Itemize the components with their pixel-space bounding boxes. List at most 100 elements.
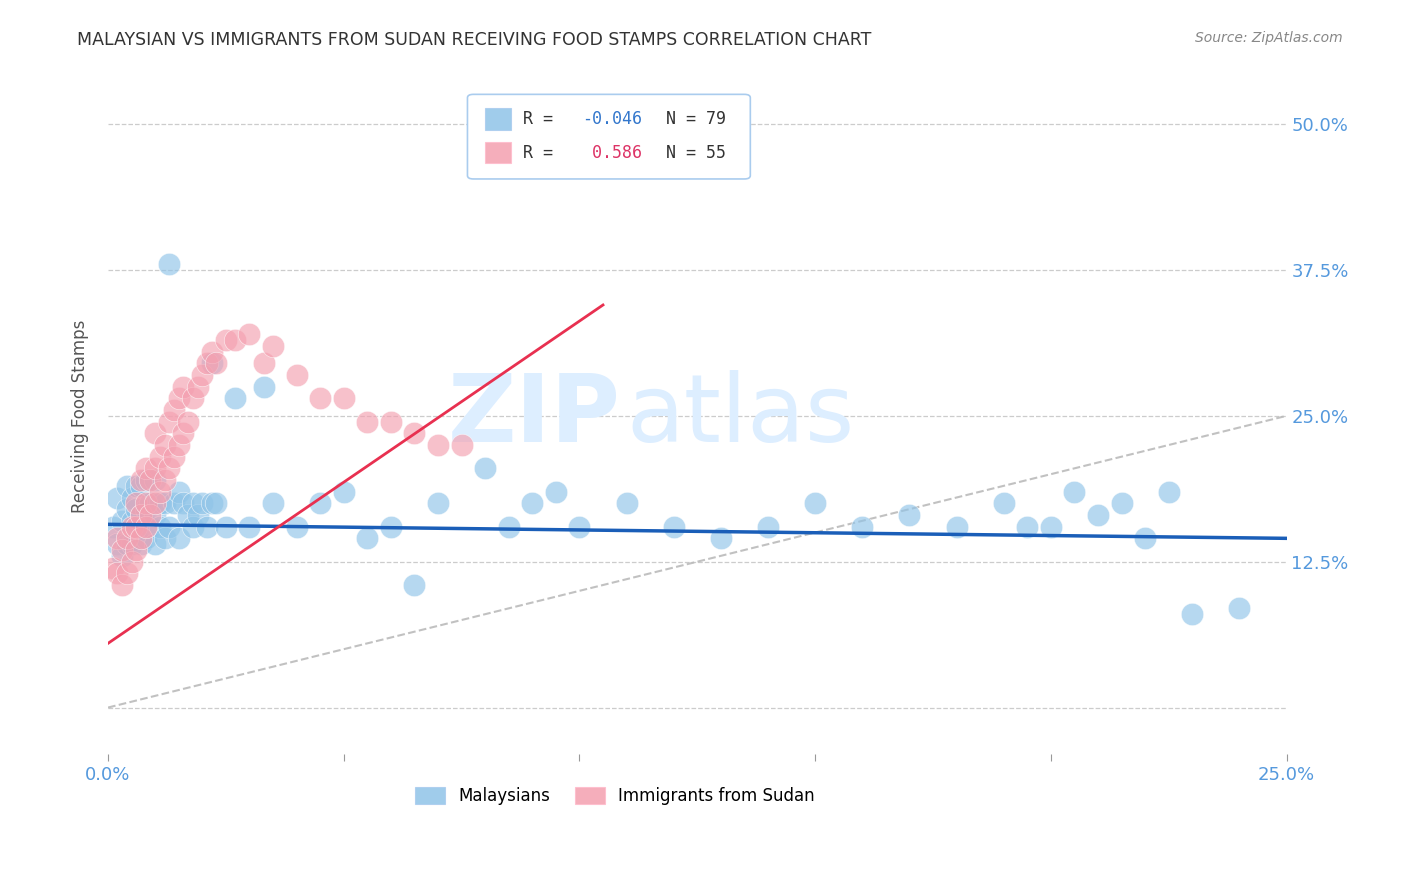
Malaysians	[139, 496, 162, 510]
Immigrants from Sudan	[262, 339, 284, 353]
Immigrants from Sudan	[380, 415, 402, 429]
Malaysians	[121, 514, 143, 528]
Immigrants from Sudan	[107, 532, 129, 546]
Immigrants from Sudan	[356, 415, 378, 429]
Immigrants from Sudan	[135, 461, 157, 475]
Text: MALAYSIAN VS IMMIGRANTS FROM SUDAN RECEIVING FOOD STAMPS CORRELATION CHART: MALAYSIAN VS IMMIGRANTS FROM SUDAN RECEI…	[77, 31, 872, 49]
Malaysians	[101, 519, 124, 533]
Malaysians	[804, 496, 827, 510]
Malaysians	[163, 496, 186, 510]
Malaysians	[181, 519, 204, 533]
Malaysians	[115, 537, 138, 551]
Malaysians	[167, 484, 190, 499]
Immigrants from Sudan	[125, 519, 148, 533]
Malaysians	[1017, 519, 1039, 533]
Y-axis label: Receiving Food Stamps: Receiving Food Stamps	[72, 319, 89, 513]
Malaysians	[1111, 496, 1133, 510]
Malaysians	[522, 496, 544, 510]
Immigrants from Sudan	[195, 356, 218, 370]
Malaysians	[129, 479, 152, 493]
Immigrants from Sudan	[181, 392, 204, 406]
Malaysians	[262, 496, 284, 510]
Malaysians	[129, 537, 152, 551]
Immigrants from Sudan	[107, 566, 129, 581]
Malaysians	[129, 508, 152, 522]
Malaysians	[332, 484, 354, 499]
Malaysians	[143, 537, 166, 551]
Malaysians	[121, 491, 143, 505]
Immigrants from Sudan	[427, 438, 450, 452]
Malaysians	[111, 514, 134, 528]
Malaysians	[544, 484, 567, 499]
Immigrants from Sudan	[149, 484, 172, 499]
Immigrants from Sudan	[238, 327, 260, 342]
Malaysians	[125, 519, 148, 533]
Malaysians	[143, 473, 166, 487]
Malaysians	[710, 532, 733, 546]
Malaysians	[107, 491, 129, 505]
Malaysians	[474, 461, 496, 475]
Malaysians	[215, 519, 238, 533]
Malaysians	[157, 257, 180, 271]
Immigrants from Sudan	[135, 519, 157, 533]
Text: N = 55: N = 55	[636, 144, 725, 161]
Malaysians	[167, 532, 190, 546]
Malaysians	[125, 479, 148, 493]
Text: N = 79: N = 79	[636, 110, 725, 128]
Text: ZIP: ZIP	[447, 370, 620, 462]
Immigrants from Sudan	[163, 403, 186, 417]
Malaysians	[945, 519, 967, 533]
Immigrants from Sudan	[143, 496, 166, 510]
Malaysians	[252, 379, 274, 393]
Malaysians	[191, 496, 214, 510]
Immigrants from Sudan	[332, 392, 354, 406]
Malaysians	[427, 496, 450, 510]
Immigrants from Sudan	[143, 461, 166, 475]
Malaysians	[309, 496, 332, 510]
Malaysians	[1039, 519, 1062, 533]
Malaysians	[181, 496, 204, 510]
Immigrants from Sudan	[101, 560, 124, 574]
Immigrants from Sudan	[172, 426, 194, 441]
Immigrants from Sudan	[139, 473, 162, 487]
Malaysians	[149, 519, 172, 533]
Malaysians	[1063, 484, 1085, 499]
Immigrants from Sudan	[191, 368, 214, 382]
Immigrants from Sudan	[129, 473, 152, 487]
Immigrants from Sudan	[129, 532, 152, 546]
Text: R =: R =	[523, 110, 562, 128]
Immigrants from Sudan	[163, 450, 186, 464]
Malaysians	[172, 496, 194, 510]
Immigrants from Sudan	[125, 543, 148, 558]
Immigrants from Sudan	[167, 392, 190, 406]
Immigrants from Sudan	[157, 415, 180, 429]
Malaysians	[851, 519, 873, 533]
Malaysians	[107, 537, 129, 551]
Malaysians	[1229, 601, 1251, 615]
Immigrants from Sudan	[143, 426, 166, 441]
Malaysians	[404, 578, 426, 592]
Immigrants from Sudan	[115, 532, 138, 546]
Immigrants from Sudan	[285, 368, 308, 382]
Text: R =: R =	[523, 144, 562, 161]
Immigrants from Sudan	[153, 473, 176, 487]
Text: Source: ZipAtlas.com: Source: ZipAtlas.com	[1195, 31, 1343, 45]
Malaysians	[662, 519, 685, 533]
Immigrants from Sudan	[129, 508, 152, 522]
FancyBboxPatch shape	[485, 108, 510, 129]
Malaysians	[177, 508, 200, 522]
Immigrants from Sudan	[177, 415, 200, 429]
Malaysians	[121, 537, 143, 551]
Text: 0.586: 0.586	[582, 144, 641, 161]
Malaysians	[1157, 484, 1180, 499]
Malaysians	[285, 519, 308, 533]
Malaysians	[568, 519, 591, 533]
Immigrants from Sudan	[252, 356, 274, 370]
Malaysians	[898, 508, 921, 522]
Immigrants from Sudan	[111, 578, 134, 592]
Malaysians	[1087, 508, 1109, 522]
Immigrants from Sudan	[167, 438, 190, 452]
Malaysians	[201, 496, 224, 510]
Malaysians	[201, 356, 224, 370]
Malaysians	[135, 502, 157, 516]
